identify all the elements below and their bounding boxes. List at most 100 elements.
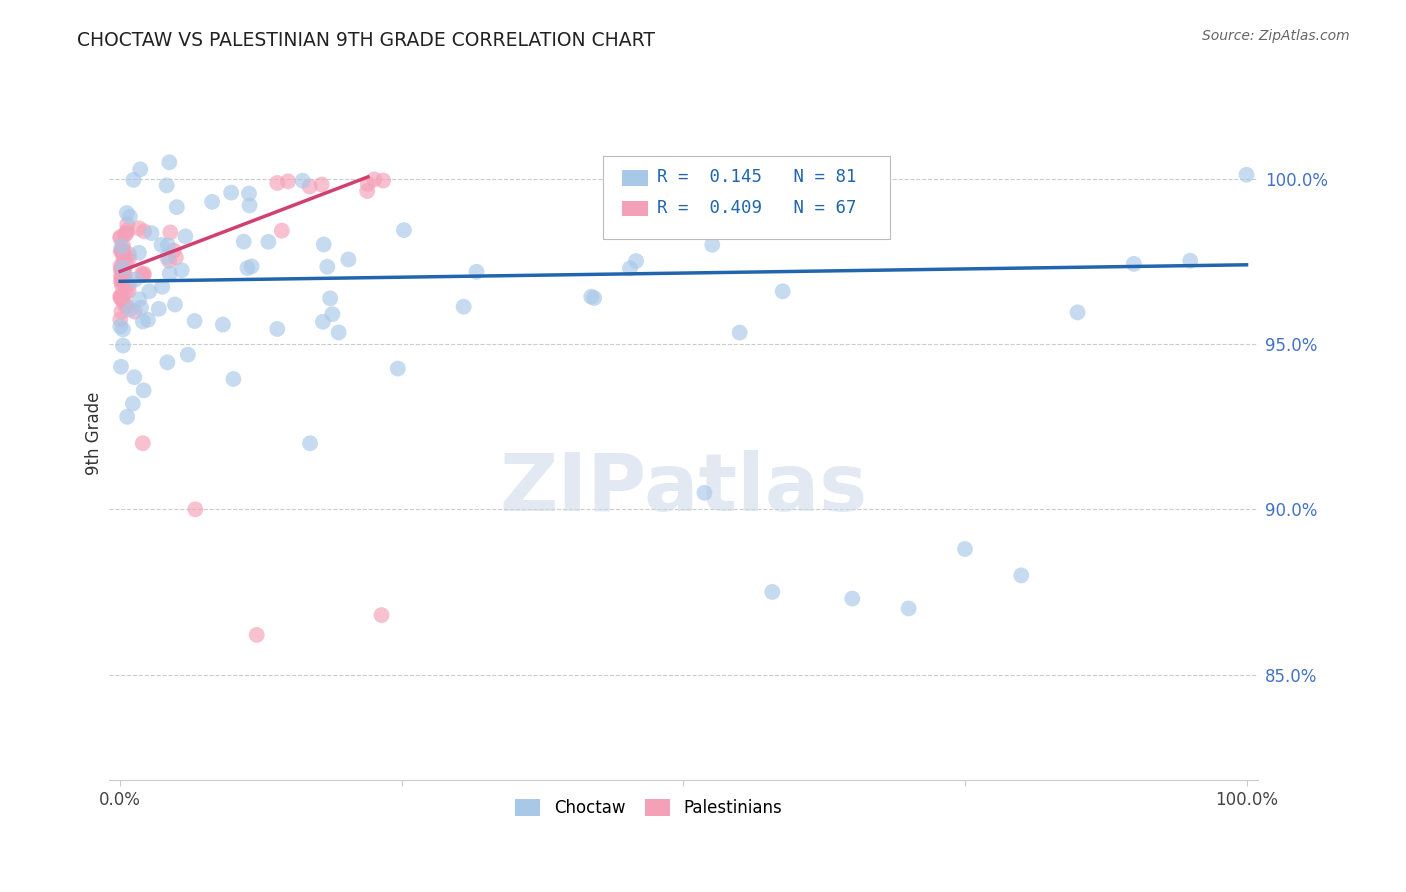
- Palestinians: [110, 263, 132, 277]
- Palestinians: [111, 244, 134, 258]
- Choctaw: [120, 302, 142, 317]
- Palestinians: [132, 268, 155, 282]
- Choctaw: [110, 319, 132, 334]
- Palestinians: [110, 291, 132, 305]
- Choctaw: [132, 384, 155, 398]
- Choctaw: [111, 260, 134, 275]
- Choctaw: [953, 541, 976, 556]
- Choctaw: [581, 290, 603, 304]
- Choctaw: [129, 162, 152, 177]
- Choctaw: [619, 261, 641, 276]
- Choctaw: [157, 155, 180, 169]
- Choctaw: [236, 261, 259, 276]
- Choctaw: [222, 372, 245, 386]
- Choctaw: [772, 285, 794, 299]
- Palestinians: [132, 436, 155, 450]
- Palestinians: [246, 628, 269, 642]
- Palestinians: [110, 230, 132, 244]
- Choctaw: [392, 223, 415, 237]
- Palestinians: [118, 277, 141, 292]
- Palestinians: [115, 226, 138, 240]
- Choctaw: [128, 293, 150, 307]
- Palestinians: [110, 269, 132, 284]
- Palestinians: [112, 252, 135, 266]
- Palestinians: [110, 274, 132, 288]
- Choctaw: [118, 210, 141, 224]
- Choctaw: [728, 326, 751, 340]
- Choctaw: [1236, 168, 1258, 182]
- Choctaw: [1066, 305, 1088, 319]
- Palestinians: [110, 304, 132, 318]
- Choctaw: [129, 301, 152, 315]
- Palestinians: [270, 224, 292, 238]
- Choctaw: [156, 250, 179, 264]
- Choctaw: [183, 314, 205, 328]
- Choctaw: [387, 361, 409, 376]
- Choctaw: [155, 178, 177, 193]
- Choctaw: [761, 585, 783, 599]
- Choctaw: [122, 173, 145, 187]
- Palestinians: [298, 179, 321, 194]
- Palestinians: [115, 285, 138, 299]
- Palestinians: [115, 299, 138, 313]
- Palestinians: [363, 172, 385, 186]
- Palestinians: [132, 267, 155, 281]
- Bar: [623, 170, 648, 186]
- Palestinians: [112, 268, 135, 283]
- Palestinians: [110, 231, 132, 245]
- Choctaw: [170, 263, 193, 277]
- Choctaw: [316, 260, 339, 274]
- Choctaw: [219, 186, 242, 200]
- Palestinians: [163, 244, 186, 258]
- Choctaw: [465, 265, 488, 279]
- Palestinians: [357, 177, 380, 191]
- Palestinians: [370, 608, 392, 623]
- Palestinians: [165, 251, 187, 265]
- Choctaw: [328, 326, 350, 340]
- Palestinians: [110, 275, 132, 289]
- Choctaw: [266, 322, 288, 336]
- Palestinians: [108, 289, 131, 303]
- Choctaw: [626, 190, 648, 204]
- Choctaw: [299, 436, 322, 450]
- Palestinians: [134, 224, 156, 238]
- Choctaw: [201, 194, 224, 209]
- Bar: [623, 201, 648, 216]
- Palestinians: [110, 289, 132, 303]
- Palestinians: [111, 274, 134, 288]
- Text: Source: ZipAtlas.com: Source: ZipAtlas.com: [1202, 29, 1350, 43]
- Choctaw: [1180, 253, 1202, 268]
- Palestinians: [111, 278, 134, 293]
- Palestinians: [266, 176, 288, 190]
- Palestinians: [117, 284, 139, 298]
- Choctaw: [841, 591, 863, 606]
- Text: ZIPatlas: ZIPatlas: [499, 450, 868, 528]
- Palestinians: [118, 247, 141, 261]
- Choctaw: [257, 235, 280, 249]
- Palestinians: [117, 218, 139, 232]
- Palestinians: [110, 312, 132, 326]
- Choctaw: [312, 237, 335, 252]
- Choctaw: [312, 315, 335, 329]
- Palestinians: [311, 178, 333, 192]
- Choctaw: [1122, 257, 1144, 271]
- Choctaw: [453, 300, 475, 314]
- Palestinians: [112, 266, 135, 280]
- Choctaw: [110, 359, 132, 374]
- Palestinians: [118, 252, 141, 266]
- Choctaw: [111, 338, 134, 352]
- Palestinians: [110, 259, 132, 273]
- Choctaw: [124, 370, 146, 384]
- Palestinians: [356, 184, 378, 198]
- Choctaw: [211, 318, 233, 332]
- Palestinians: [111, 290, 134, 304]
- Palestinians: [277, 174, 299, 188]
- Choctaw: [624, 254, 647, 268]
- Palestinians: [112, 249, 135, 263]
- Text: CHOCTAW VS PALESTINIAN 9TH GRADE CORRELATION CHART: CHOCTAW VS PALESTINIAN 9TH GRADE CORRELA…: [77, 31, 655, 50]
- Palestinians: [111, 260, 134, 274]
- Text: R =  0.409   N = 67: R = 0.409 N = 67: [657, 199, 856, 217]
- Choctaw: [166, 200, 188, 214]
- Palestinians: [114, 227, 136, 242]
- Choctaw: [136, 313, 159, 327]
